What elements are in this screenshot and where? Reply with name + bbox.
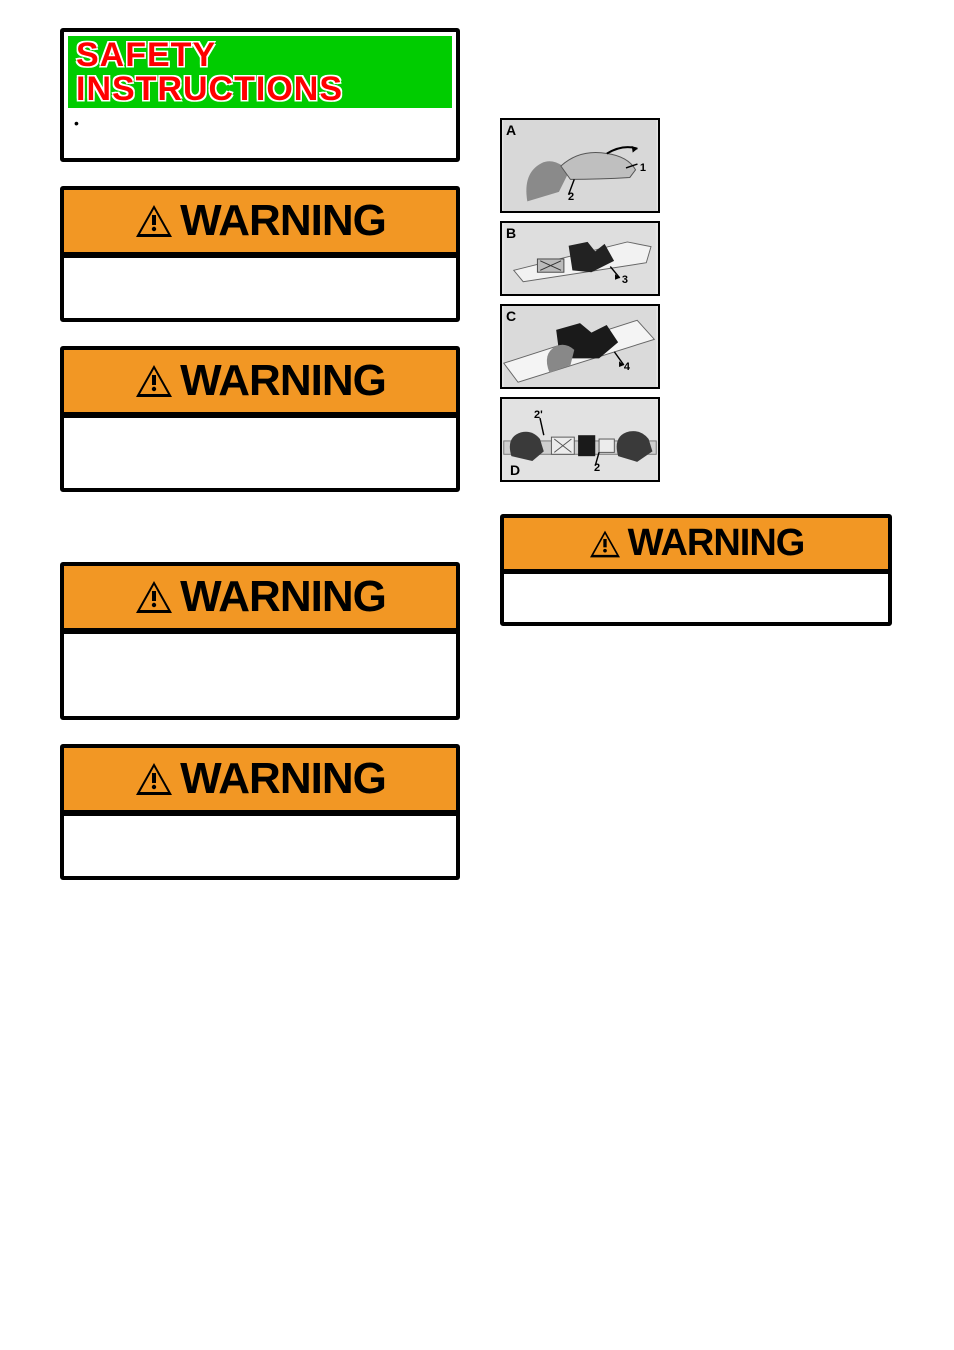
warning-header: WARNING xyxy=(64,566,456,634)
warning-header: WARNING xyxy=(504,518,888,574)
warning-header: WARNING xyxy=(64,350,456,418)
warning-body-4 xyxy=(64,816,456,876)
figure-b-tag: B xyxy=(506,225,516,241)
figure-c-callout-4: 4 xyxy=(624,361,630,373)
safety-header-text: SAFETY INSTRUCTIONS xyxy=(76,38,444,106)
figure-a-tag: A xyxy=(506,122,516,138)
instruction-steps: A 1 2 B xyxy=(500,118,900,490)
safety-body: • xyxy=(64,108,456,158)
warning-body-3 xyxy=(64,634,456,716)
warning-body-1 xyxy=(64,258,456,318)
figure-d-tag: D xyxy=(510,462,520,478)
warning-box-3: WARNING xyxy=(60,562,460,720)
figure-d-callout-2a: 2' xyxy=(534,409,543,421)
warning-header: WARNING xyxy=(64,190,456,258)
alert-triangle-icon xyxy=(134,579,174,615)
warning-box-2: WARNING xyxy=(60,346,460,492)
alert-triangle-icon xyxy=(134,761,174,797)
figure-a-callout-2: 2 xyxy=(568,191,574,203)
right-column: A 1 2 B xyxy=(500,28,900,880)
warning-box-1: WARNING xyxy=(60,186,460,322)
alert-triangle-icon xyxy=(134,363,174,399)
warning-box-4: WARNING xyxy=(60,744,460,880)
figure-a-callout-1: 1 xyxy=(640,162,646,174)
figure-c-tag: C xyxy=(506,308,516,324)
warning-label: WARNING xyxy=(180,572,386,622)
safety-header: SAFETY INSTRUCTIONS xyxy=(68,36,452,108)
figure-c: C 4 xyxy=(500,304,660,389)
figure-b-callout-3: 3 xyxy=(622,274,628,286)
figure-d: D 2' 2 xyxy=(500,397,660,482)
left-column: SAFETY INSTRUCTIONS • WARNING xyxy=(60,28,460,880)
figure-b: B 3 xyxy=(500,221,660,296)
warning-label: WARNING xyxy=(180,356,386,406)
warning-box-5: WARNING xyxy=(500,514,892,626)
safety-instructions-box: SAFETY INSTRUCTIONS • xyxy=(60,28,460,162)
warning-label: WARNING xyxy=(180,196,386,246)
alert-triangle-icon xyxy=(134,203,174,239)
figure-d-callout-2b: 2 xyxy=(594,462,600,474)
spacer xyxy=(60,516,460,538)
alert-triangle-icon xyxy=(588,529,622,559)
figure-a: A 1 2 xyxy=(500,118,660,213)
warning-label: WARNING xyxy=(628,522,805,565)
warning-body-5 xyxy=(504,574,888,622)
warning-body-2 xyxy=(64,418,456,488)
warning-header: WARNING xyxy=(64,748,456,816)
warning-label: WARNING xyxy=(180,754,386,804)
